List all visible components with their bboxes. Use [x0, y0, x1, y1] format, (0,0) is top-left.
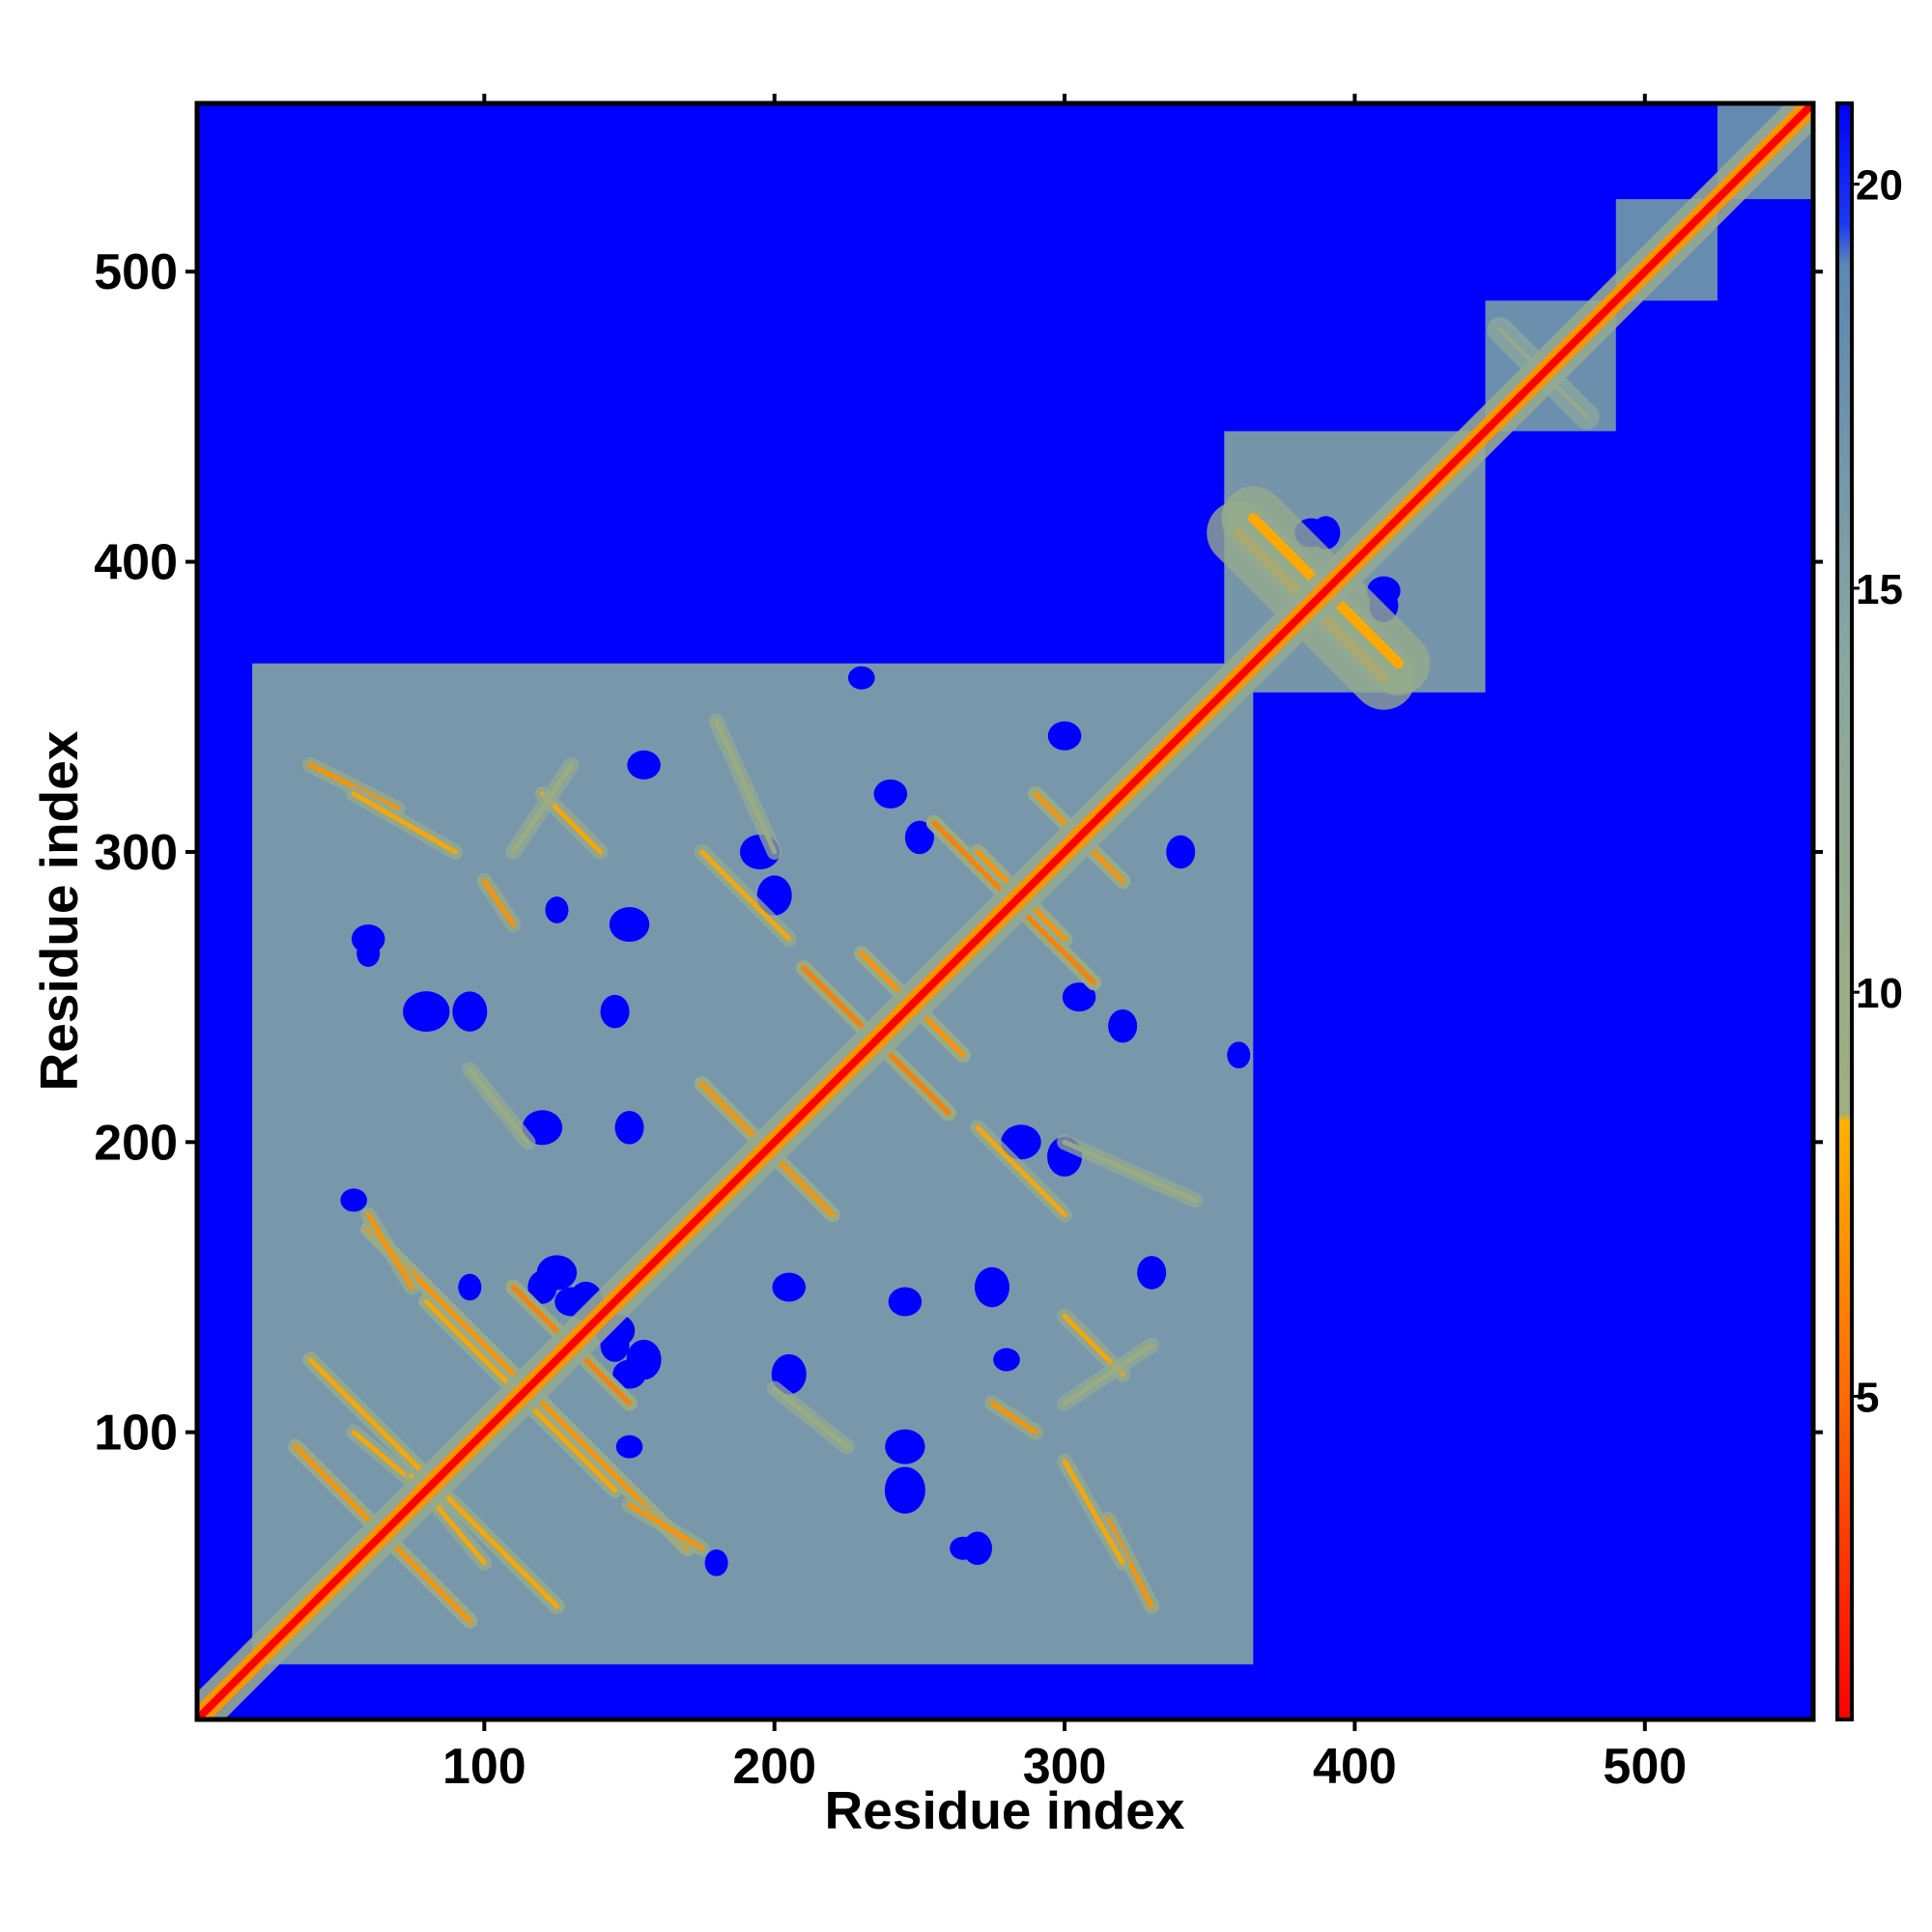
void-patch	[1294, 1374, 1328, 1404]
void-patch	[600, 994, 630, 1029]
void-patch	[974, 1266, 1010, 1308]
void-patch	[1367, 1069, 1401, 1099]
void-patch	[600, 1328, 630, 1362]
void-patch	[627, 750, 661, 780]
void-patch	[545, 896, 569, 923]
colorbar-tick-label: 15	[1856, 566, 1903, 613]
void-patch	[884, 1466, 925, 1514]
x-tick-label: 400	[1313, 1739, 1397, 1795]
void-patch	[614, 1110, 644, 1145]
void-patch	[615, 1435, 643, 1459]
contact-line	[627, 1502, 705, 1551]
contact-line	[481, 878, 516, 927]
colorbar-tick-label: 20	[1856, 162, 1903, 210]
void-patch	[885, 1429, 925, 1464]
void-patch	[817, 516, 847, 550]
x-axis-title: Residue index	[825, 1780, 1185, 1840]
plot-frame	[194, 100, 1816, 1722]
contact-line	[351, 791, 458, 855]
axis-layer: 100 200 300 400 500 100 200 300 400 500	[94, 94, 1823, 1795]
void-patch	[1062, 982, 1096, 1012]
void-patch	[1137, 1256, 1167, 1290]
void-patch	[403, 991, 450, 1033]
void-patch	[873, 779, 908, 809]
contact-line	[365, 1211, 414, 1290]
void-patch	[993, 1348, 1020, 1372]
void-patch	[950, 1536, 977, 1560]
void-patch	[340, 1188, 368, 1212]
diagonal-backbone	[197, 103, 1813, 1719]
contact-line	[772, 1386, 850, 1450]
void-patch	[612, 1359, 646, 1389]
y-tick-label: 100	[94, 1406, 178, 1462]
contact-line	[989, 1401, 1038, 1435]
contact-line	[1062, 1343, 1154, 1406]
x-tick-label: 200	[732, 1739, 816, 1795]
void-patch	[356, 940, 381, 967]
contact-line	[714, 719, 778, 855]
contact-line	[975, 1124, 1067, 1217]
void-patch	[527, 1270, 557, 1304]
void-patch	[458, 1273, 482, 1301]
colorbar	[1835, 101, 1854, 1721]
void-patch	[658, 487, 688, 521]
void-patch	[1227, 1041, 1251, 1068]
x-tick-label: 100	[442, 1739, 526, 1795]
void-patch	[951, 490, 975, 518]
contact-line	[1062, 1459, 1125, 1566]
void-patch	[888, 1287, 923, 1317]
y-tick-label: 200	[94, 1115, 178, 1171]
void-patch	[1399, 942, 1427, 966]
colorbar-layer: 5 10 15 20	[1852, 162, 1903, 1421]
void-patch	[452, 991, 488, 1032]
y-tick-label: 500	[94, 244, 178, 300]
y-tick-label: 400	[94, 535, 178, 591]
void-patch	[513, 588, 543, 622]
y-tick-label: 300	[94, 825, 178, 881]
void-patch	[554, 1287, 588, 1317]
void-patch	[609, 906, 650, 943]
contact-line	[699, 849, 792, 942]
colorbar-tick-label: 10	[1856, 970, 1903, 1017]
void-patch	[1396, 1229, 1430, 1259]
contact-line	[467, 1066, 530, 1145]
void-patch	[1166, 835, 1196, 869]
void-patch	[904, 820, 934, 855]
void-patch	[848, 666, 875, 690]
heatmap-layer	[197, 103, 1813, 1719]
x-tick-label: 300	[1023, 1739, 1107, 1795]
void-patch	[1047, 721, 1082, 751]
void-patch	[704, 1548, 728, 1577]
x-tick-label: 500	[1603, 1739, 1687, 1795]
colorbar-tick-label: 5	[1856, 1374, 1879, 1421]
contact-line	[1062, 1139, 1198, 1203]
y-axis-title: Residue index	[29, 730, 89, 1091]
void-patch	[1108, 1009, 1138, 1043]
void-patch	[772, 1272, 807, 1302]
contact-line	[510, 762, 574, 855]
